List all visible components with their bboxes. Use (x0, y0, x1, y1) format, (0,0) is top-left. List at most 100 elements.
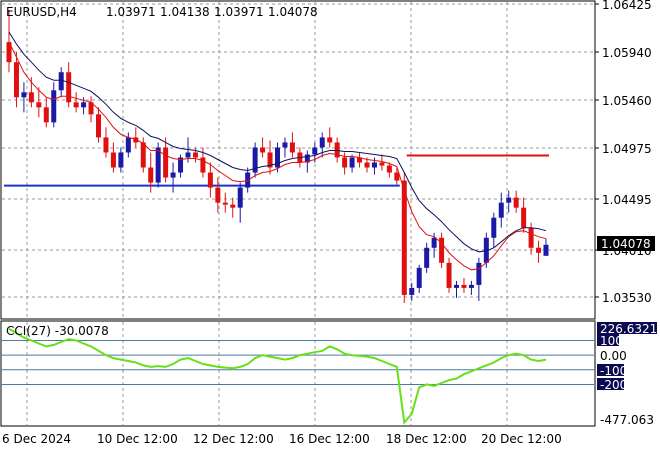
candle-bear (461, 284, 467, 288)
candle-bear (513, 197, 519, 208)
current-price-tag: 1.04078 (597, 236, 655, 251)
cci-tick: -100 (600, 364, 627, 378)
candle-bull (81, 102, 87, 108)
candle-bear (148, 167, 154, 183)
cci-tick: 100 (600, 334, 623, 348)
price-axis: 1.06425 1.05940 1.05460 1.04975 1.04495 … (595, 0, 652, 305)
candle-bull (282, 142, 288, 148)
price-tick: 1.04975 (602, 142, 652, 156)
candle-bear (13, 62, 19, 98)
candle-bull (491, 217, 497, 238)
cci-series (2, 327, 594, 425)
time-label: 20 Dec 12:00 (481, 432, 562, 446)
candle-bull (118, 152, 124, 168)
cci-tick: 226.6321 (600, 322, 657, 336)
candle-bull (468, 284, 474, 288)
candle-bear (342, 157, 348, 168)
time-axis: 6 Dec 2024 10 Dec 12:00 12 Dec 12:00 16 … (2, 432, 562, 446)
candle-bull (58, 72, 64, 91)
time-label: 16 Dec 12:00 (289, 432, 370, 446)
candle-bear (103, 137, 109, 153)
candle-bull (416, 267, 422, 288)
time-label: 6 Dec 2024 (2, 432, 71, 446)
candle-bull (304, 154, 310, 163)
cci-plot-frame (0, 320, 596, 427)
candle-bear (364, 162, 370, 168)
candle-bear (386, 165, 392, 173)
price-tick: 1.06425 (602, 0, 652, 12)
candle-bull (431, 237, 437, 248)
candle-bear (66, 72, 72, 103)
price-tick: 1.05940 (602, 46, 652, 60)
candle-bull (252, 147, 258, 173)
cci-grid (26, 322, 508, 425)
price-tick: 1.05460 (602, 94, 652, 108)
candle-bear (401, 180, 407, 295)
candle-bear (140, 142, 146, 168)
candle-bull (237, 187, 243, 208)
candle-bear (521, 207, 527, 228)
candle-bear (267, 152, 273, 168)
candle-bear (215, 187, 221, 203)
candle-bear (334, 142, 340, 158)
price-tick: 1.04495 (602, 193, 652, 207)
svg-text:1.04078: 1.04078 (601, 237, 651, 251)
cci-axis-box (597, 322, 657, 334)
candle-bear (88, 102, 94, 115)
candle-bull (409, 287, 415, 295)
candle-bear (36, 102, 42, 108)
candle-bear (439, 237, 445, 263)
candle-bear (163, 147, 169, 178)
candle-bull (125, 137, 131, 153)
time-label: 10 Dec 12:00 (97, 432, 178, 446)
candle-bull (349, 157, 355, 168)
candle-bear (6, 42, 12, 63)
ma-slow-line (8, 31, 547, 253)
candle-bear (222, 202, 228, 205)
cci-tick: -200 (600, 378, 627, 392)
candle-bear (446, 262, 452, 288)
candle-bull (185, 152, 191, 158)
candle-bear (528, 227, 534, 248)
candle-bull (178, 157, 184, 173)
candle-bull (543, 244, 549, 256)
candle-bear (96, 114, 101, 138)
cci-label: CCI(27) -30.0078 (6, 324, 109, 338)
candle-bull (454, 284, 459, 288)
candle-bear (207, 172, 213, 188)
candle-bull (424, 247, 430, 268)
candle-bull (51, 90, 57, 123)
candlestick-series (6, 10, 549, 303)
candle-bear (379, 162, 385, 166)
header-open: 1.03971 (106, 5, 156, 19)
candle-bear (289, 142, 295, 153)
ma-fast-line (8, 41, 547, 271)
candle-bull (155, 147, 161, 183)
candle-bull (476, 262, 482, 285)
horizontal-levels (4, 154, 549, 187)
cci-axis: 226.6321 100 0.00 -100 -200 -477.063 (597, 322, 657, 427)
moving-averages (8, 31, 547, 271)
candle-bear (73, 102, 79, 108)
candle-bear (200, 157, 206, 173)
candle-bull (506, 197, 512, 203)
candle-bear (230, 204, 236, 208)
time-label: 12 Dec 12:00 (193, 432, 274, 446)
cci-tick: -477.063 (600, 413, 654, 427)
cci-axis-box (597, 334, 619, 346)
cci-axis-box (597, 364, 624, 376)
candle-bear (28, 92, 34, 103)
cci-line (8, 327, 547, 425)
candle-bear (260, 147, 266, 153)
candle-bear (327, 137, 333, 143)
candle-bear (394, 172, 400, 181)
candle-bull (275, 147, 280, 168)
candle-bear (192, 152, 198, 158)
candle-bull (170, 172, 176, 178)
candle-bear (357, 157, 363, 163)
header-low: 1.03971 (214, 5, 264, 19)
candle-bull (371, 162, 377, 168)
candle-bear (536, 247, 542, 253)
candle-bear (110, 152, 116, 168)
